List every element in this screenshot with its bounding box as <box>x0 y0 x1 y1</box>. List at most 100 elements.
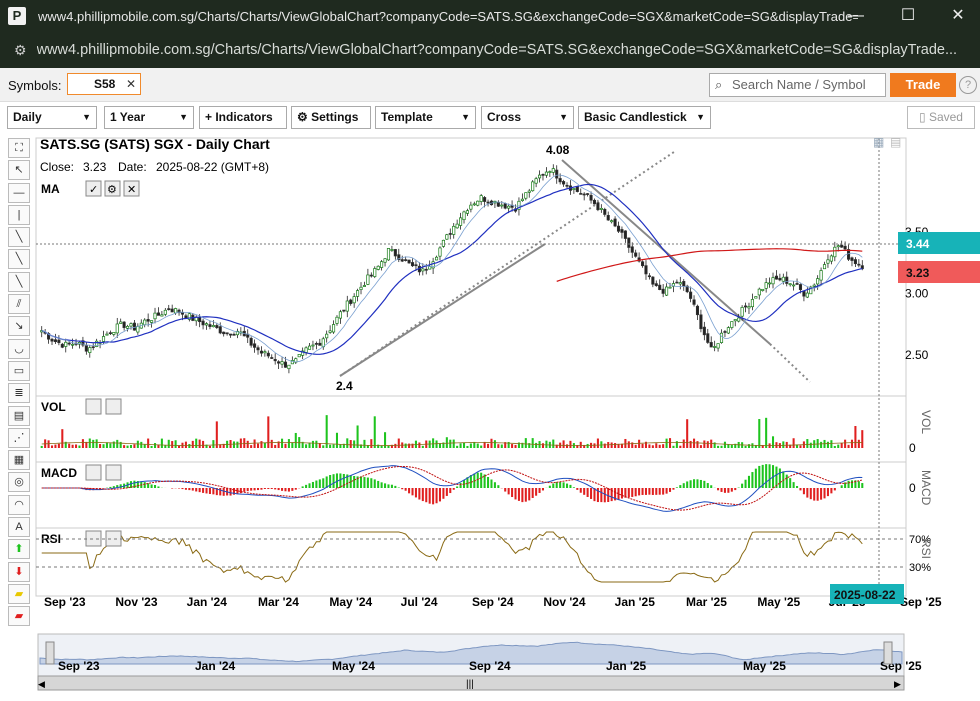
close-button[interactable]: ✕ <box>951 7 965 24</box>
circle-target-icon[interactable]: ◎ <box>8 472 30 493</box>
candle <box>675 281 679 284</box>
x-tick-label: Mar '24 <box>258 595 299 609</box>
candle <box>822 264 827 270</box>
trend-line-icon[interactable]: ╲ <box>8 227 30 248</box>
x-axis-ticks: Sep '23 Nov '23 Jan '24 Mar '24 May '24 Jul '… <box>44 595 942 609</box>
pointer-icon[interactable]: ↖ <box>8 160 30 181</box>
candle <box>599 207 603 210</box>
candle <box>57 339 61 344</box>
candle <box>150 320 154 323</box>
close-icon[interactable] <box>105 464 122 481</box>
vol-zero: 0 <box>909 441 916 455</box>
template-select[interactable]: Template ▼ <box>375 106 476 129</box>
x-tick-label: Jan '24 <box>187 595 228 609</box>
help-icon[interactable]: ? <box>959 76 977 94</box>
scroll-left-icon[interactable]: ◀ <box>38 679 45 689</box>
extended-line-icon[interactable]: ╲ <box>8 271 30 292</box>
scroll-grip-icon[interactable]: ||| <box>466 679 474 690</box>
gear-icon[interactable] <box>85 398 102 415</box>
navigator-right-handle[interactable] <box>883 641 893 665</box>
highlighter-icon[interactable]: ▰ <box>8 583 30 604</box>
chevron-down-icon: ▼ <box>559 112 568 122</box>
range-select[interactable]: 1 Year ▼ <box>104 106 194 129</box>
arrow-up-icon[interactable]: ⬆ <box>8 539 30 560</box>
close-icon[interactable] <box>105 398 122 415</box>
candle <box>84 345 88 352</box>
channel-icon[interactable]: ▤ <box>8 405 30 426</box>
remove-symbol-icon[interactable]: ✕ <box>125 77 136 91</box>
candle <box>204 323 209 326</box>
candle <box>383 258 387 263</box>
ray-line-icon[interactable]: ╲ <box>8 249 30 270</box>
site-settings-icon[interactable]: ⚙ <box>14 41 27 58</box>
candle <box>737 317 741 322</box>
candle <box>665 286 669 296</box>
parallel-line-icon[interactable]: ⫽ <box>8 294 30 315</box>
navigator-left-handle[interactable] <box>45 641 55 665</box>
candle <box>534 178 538 184</box>
candle <box>338 311 342 319</box>
arc-levels-icon[interactable]: ◠ <box>8 494 30 515</box>
cross-select[interactable]: Cross ▼ <box>481 106 574 129</box>
trendline-up[interactable] <box>339 151 675 377</box>
check-glyph: ✓ <box>89 184 98 196</box>
print-icon[interactable]: ▤ <box>890 135 901 149</box>
horizontal-line-icon[interactable]: — <box>8 182 30 203</box>
maximize-button[interactable]: ☐ <box>900 7 916 24</box>
gear-icon[interactable] <box>85 464 102 481</box>
candle <box>620 229 624 233</box>
check-icon[interactable] <box>85 180 102 197</box>
symbol-tag[interactable]: S58 ✕ <box>67 73 141 95</box>
arrow-down-icon[interactable]: ⬇ <box>8 561 30 582</box>
candle <box>404 259 408 261</box>
gear-glyph: ⚙ <box>107 184 117 196</box>
fullscreen-icon[interactable]: ⛶ <box>8 138 30 158</box>
close-icon[interactable] <box>123 180 140 197</box>
url-text[interactable]: www4.phillipmobile.com.sg/Charts/Charts/… <box>36 42 958 58</box>
navigator-scrollbar[interactable] <box>37 675 905 691</box>
fan-icon[interactable]: ⋰ <box>8 427 30 448</box>
scroll-right-icon[interactable]: ▶ <box>894 679 901 689</box>
last-price-badge <box>898 261 980 283</box>
candle <box>520 198 524 201</box>
candle <box>579 193 583 195</box>
candle <box>462 211 466 221</box>
settings-button[interactable]: ⚙ Settings <box>291 106 371 129</box>
fibonacci-icon[interactable]: ≣ <box>8 383 30 404</box>
candle <box>119 321 123 324</box>
candle <box>91 346 95 349</box>
minimize-button[interactable]: — <box>848 7 864 24</box>
image-icon[interactable]: ▦ <box>873 135 884 149</box>
candle <box>840 244 844 248</box>
candle <box>682 281 686 287</box>
price-chart[interactable]: SATS.SG (SATS) SGX - Daily Chart Close: … <box>0 134 980 694</box>
candle <box>105 333 109 336</box>
indicators-button[interactable]: + Indicators <box>199 106 287 129</box>
candle <box>853 259 857 265</box>
candle <box>386 248 391 261</box>
candle <box>167 308 171 311</box>
chart-type-select[interactable]: Basic Candlestick ▼ <box>578 106 711 129</box>
eraser-icon[interactable]: ▰ <box>8 606 30 627</box>
rectangle-icon[interactable]: ▭ <box>8 360 30 381</box>
x-tick-label: Jul '24 <box>401 595 438 609</box>
arrow-line-icon[interactable]: ↘ <box>8 316 30 337</box>
text-icon[interactable]: A <box>8 517 30 538</box>
candle <box>713 346 717 348</box>
rsi-hi: 70% <box>909 534 931 546</box>
trade-button[interactable]: Trade <box>890 73 956 97</box>
candle <box>647 275 651 278</box>
macd-line <box>41 465 863 512</box>
search-input[interactable]: ⌕ Search Name / Symbol <box>709 73 886 97</box>
trendline-down-dashed[interactable] <box>769 343 811 383</box>
candles <box>40 164 864 374</box>
vertical-line-icon[interactable]: | <box>8 204 30 225</box>
candle <box>671 283 676 287</box>
window-title: www4.phillipmobile.com.sg/Charts/Charts/… <box>38 8 858 24</box>
interval-select[interactable]: Daily ▼ <box>7 106 97 129</box>
arc-icon[interactable]: ◡ <box>8 338 30 359</box>
gear-icon[interactable] <box>104 180 121 197</box>
grid-icon[interactable]: ▦ <box>8 450 30 471</box>
saved-button[interactable]: ▯ Saved <box>907 106 975 129</box>
trendline-up-solid[interactable] <box>339 243 546 377</box>
